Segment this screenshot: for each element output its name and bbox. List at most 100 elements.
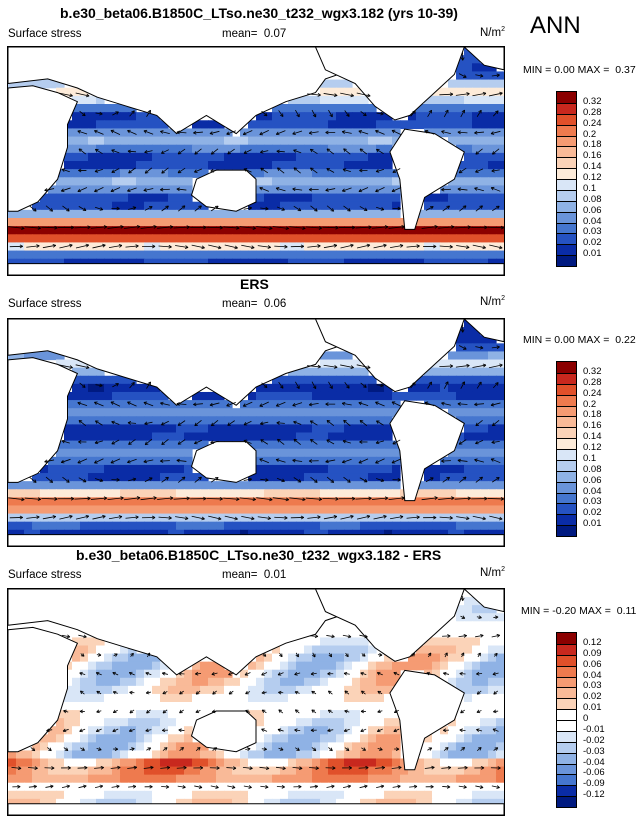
stress-map	[7, 318, 505, 547]
colorbar-swatch	[557, 222, 576, 234]
colorbar-swatch	[557, 233, 576, 245]
colorbar-swatch	[557, 720, 576, 731]
colorbar-label: 0.24	[583, 117, 602, 129]
colorbar-label: 0.04	[583, 669, 602, 681]
colorbar-swatch	[557, 449, 576, 460]
panel-title: b.e30_beta06.B1850C_LTso.ne30_t232_wgx3.…	[76, 547, 442, 563]
colorbar-swatch	[557, 730, 576, 742]
units-label: N/m2	[480, 566, 505, 579]
stress-map-plot	[8, 589, 504, 815]
colorbar-label: 0.02	[583, 507, 602, 519]
colorbar-swatch	[557, 383, 576, 395]
colorbar-label: 0.09	[583, 647, 602, 659]
mean-value: 0.07	[263, 28, 287, 40]
colorbar-swatch	[557, 665, 576, 677]
stress-vectors	[8, 52, 504, 250]
colorbar-swatch	[557, 146, 576, 158]
colorbar-label: 0.14	[583, 431, 602, 443]
colorbar-label: 0.03	[583, 226, 602, 238]
colorbar-label: 0.2	[583, 128, 597, 140]
colorbar-swatch	[557, 189, 576, 201]
stress-vectors	[8, 324, 504, 521]
colorbar-swatch	[557, 168, 576, 179]
land	[8, 589, 504, 815]
colorbar-label: 0.03	[583, 680, 602, 692]
stress-map	[7, 46, 505, 276]
colorbar-swatch	[557, 459, 576, 471]
colorbar-label: 0.18	[583, 139, 602, 151]
stress-map	[7, 588, 505, 816]
colorbar-label: 0.14	[583, 161, 602, 173]
colorbar-label: 0.12	[583, 636, 602, 648]
max-value: 0.22	[615, 334, 636, 346]
stress-map-plot	[8, 47, 504, 275]
colorbar-swatch	[557, 687, 576, 699]
colorbar-swatch	[557, 157, 576, 169]
colorbar-swatch	[557, 405, 576, 417]
mean-label: mean= 0.06	[222, 298, 287, 310]
colorbar-label: 0.16	[583, 150, 602, 162]
colorbar-swatch	[557, 654, 576, 666]
colorbar-swatch	[557, 102, 576, 114]
colorbar-label: 0.04	[583, 485, 602, 497]
min-max-label: MIN = 0.00 MAX = 0.37	[523, 64, 636, 76]
min-value: 0.00	[554, 334, 575, 346]
colorbar-label: 0.02	[583, 691, 602, 703]
units-label: N/m2	[480, 26, 505, 39]
colorbar-label: 0.08	[583, 193, 602, 205]
min-value: 0.00	[554, 64, 575, 76]
colorbar-label: 0.24	[583, 387, 602, 399]
panel-title: ERS	[240, 276, 269, 292]
colorbar-label: 0.2	[583, 398, 597, 410]
colorbar-label: 0.12	[583, 172, 602, 183]
colorbar-swatch	[557, 774, 576, 786]
min-value: -0.20	[552, 605, 577, 617]
colorbar-swatch	[557, 481, 576, 493]
colorbar-label: 0	[583, 713, 589, 724]
colorbar-label: 0.06	[583, 658, 602, 670]
colorbar-label: 0.06	[583, 204, 602, 216]
colorbar-swatch	[557, 643, 576, 655]
colorbar-label: 0.01	[583, 248, 602, 260]
colorbar-swatch	[557, 438, 576, 449]
colorbar-label: 0.01	[583, 518, 602, 530]
colorbar-label: 0.06	[583, 474, 602, 486]
colorbar-swatch	[557, 362, 576, 373]
colorbar-label: 0.1	[583, 182, 597, 194]
colorbar-label: 0.28	[583, 376, 602, 388]
colorbar-swatch	[557, 211, 576, 223]
colorbar-label: 0.12	[583, 442, 602, 453]
units-label: N/m2	[480, 295, 505, 308]
colorbar-swatch	[557, 200, 576, 212]
colorbar-swatch	[557, 470, 576, 482]
max-value: 0.11	[616, 605, 637, 617]
stress-map-plot	[8, 319, 504, 546]
colorbar-label: 0.32	[583, 365, 602, 377]
colorbar-swatch	[557, 416, 576, 428]
colorbar-swatch	[557, 676, 576, 688]
stress-field	[8, 47, 504, 268]
colorbar-label: 0.03	[583, 496, 602, 508]
colorbar-label: 0.18	[583, 409, 602, 421]
colorbar-label: -0.12	[583, 789, 605, 801]
colorbar-label: -0.03	[583, 745, 605, 757]
land	[8, 47, 504, 275]
colorbar-label: 0.1	[583, 452, 597, 464]
colorbar-label: -0.09	[583, 778, 605, 790]
colorbar-swatch	[557, 179, 576, 190]
colorbar-label: 0.08	[583, 463, 602, 475]
max-value: 0.37	[615, 64, 636, 76]
colorbar-swatch	[557, 427, 576, 439]
colorbar-swatch	[557, 741, 576, 753]
min-max-label: MIN = 0.00 MAX = 0.22	[523, 334, 636, 346]
variable-label: Surface stress	[8, 569, 82, 581]
colorbar-label: 0.32	[583, 95, 602, 107]
variable-label: Surface stress	[8, 28, 82, 40]
colorbar-swatch	[557, 785, 576, 797]
colorbar-label: 0.16	[583, 420, 602, 432]
colorbar-swatch	[557, 698, 576, 710]
colorbar-label: 0.04	[583, 215, 602, 227]
colorbar-label: -0.02	[583, 734, 605, 746]
land	[8, 319, 504, 546]
stress-field	[8, 589, 504, 808]
